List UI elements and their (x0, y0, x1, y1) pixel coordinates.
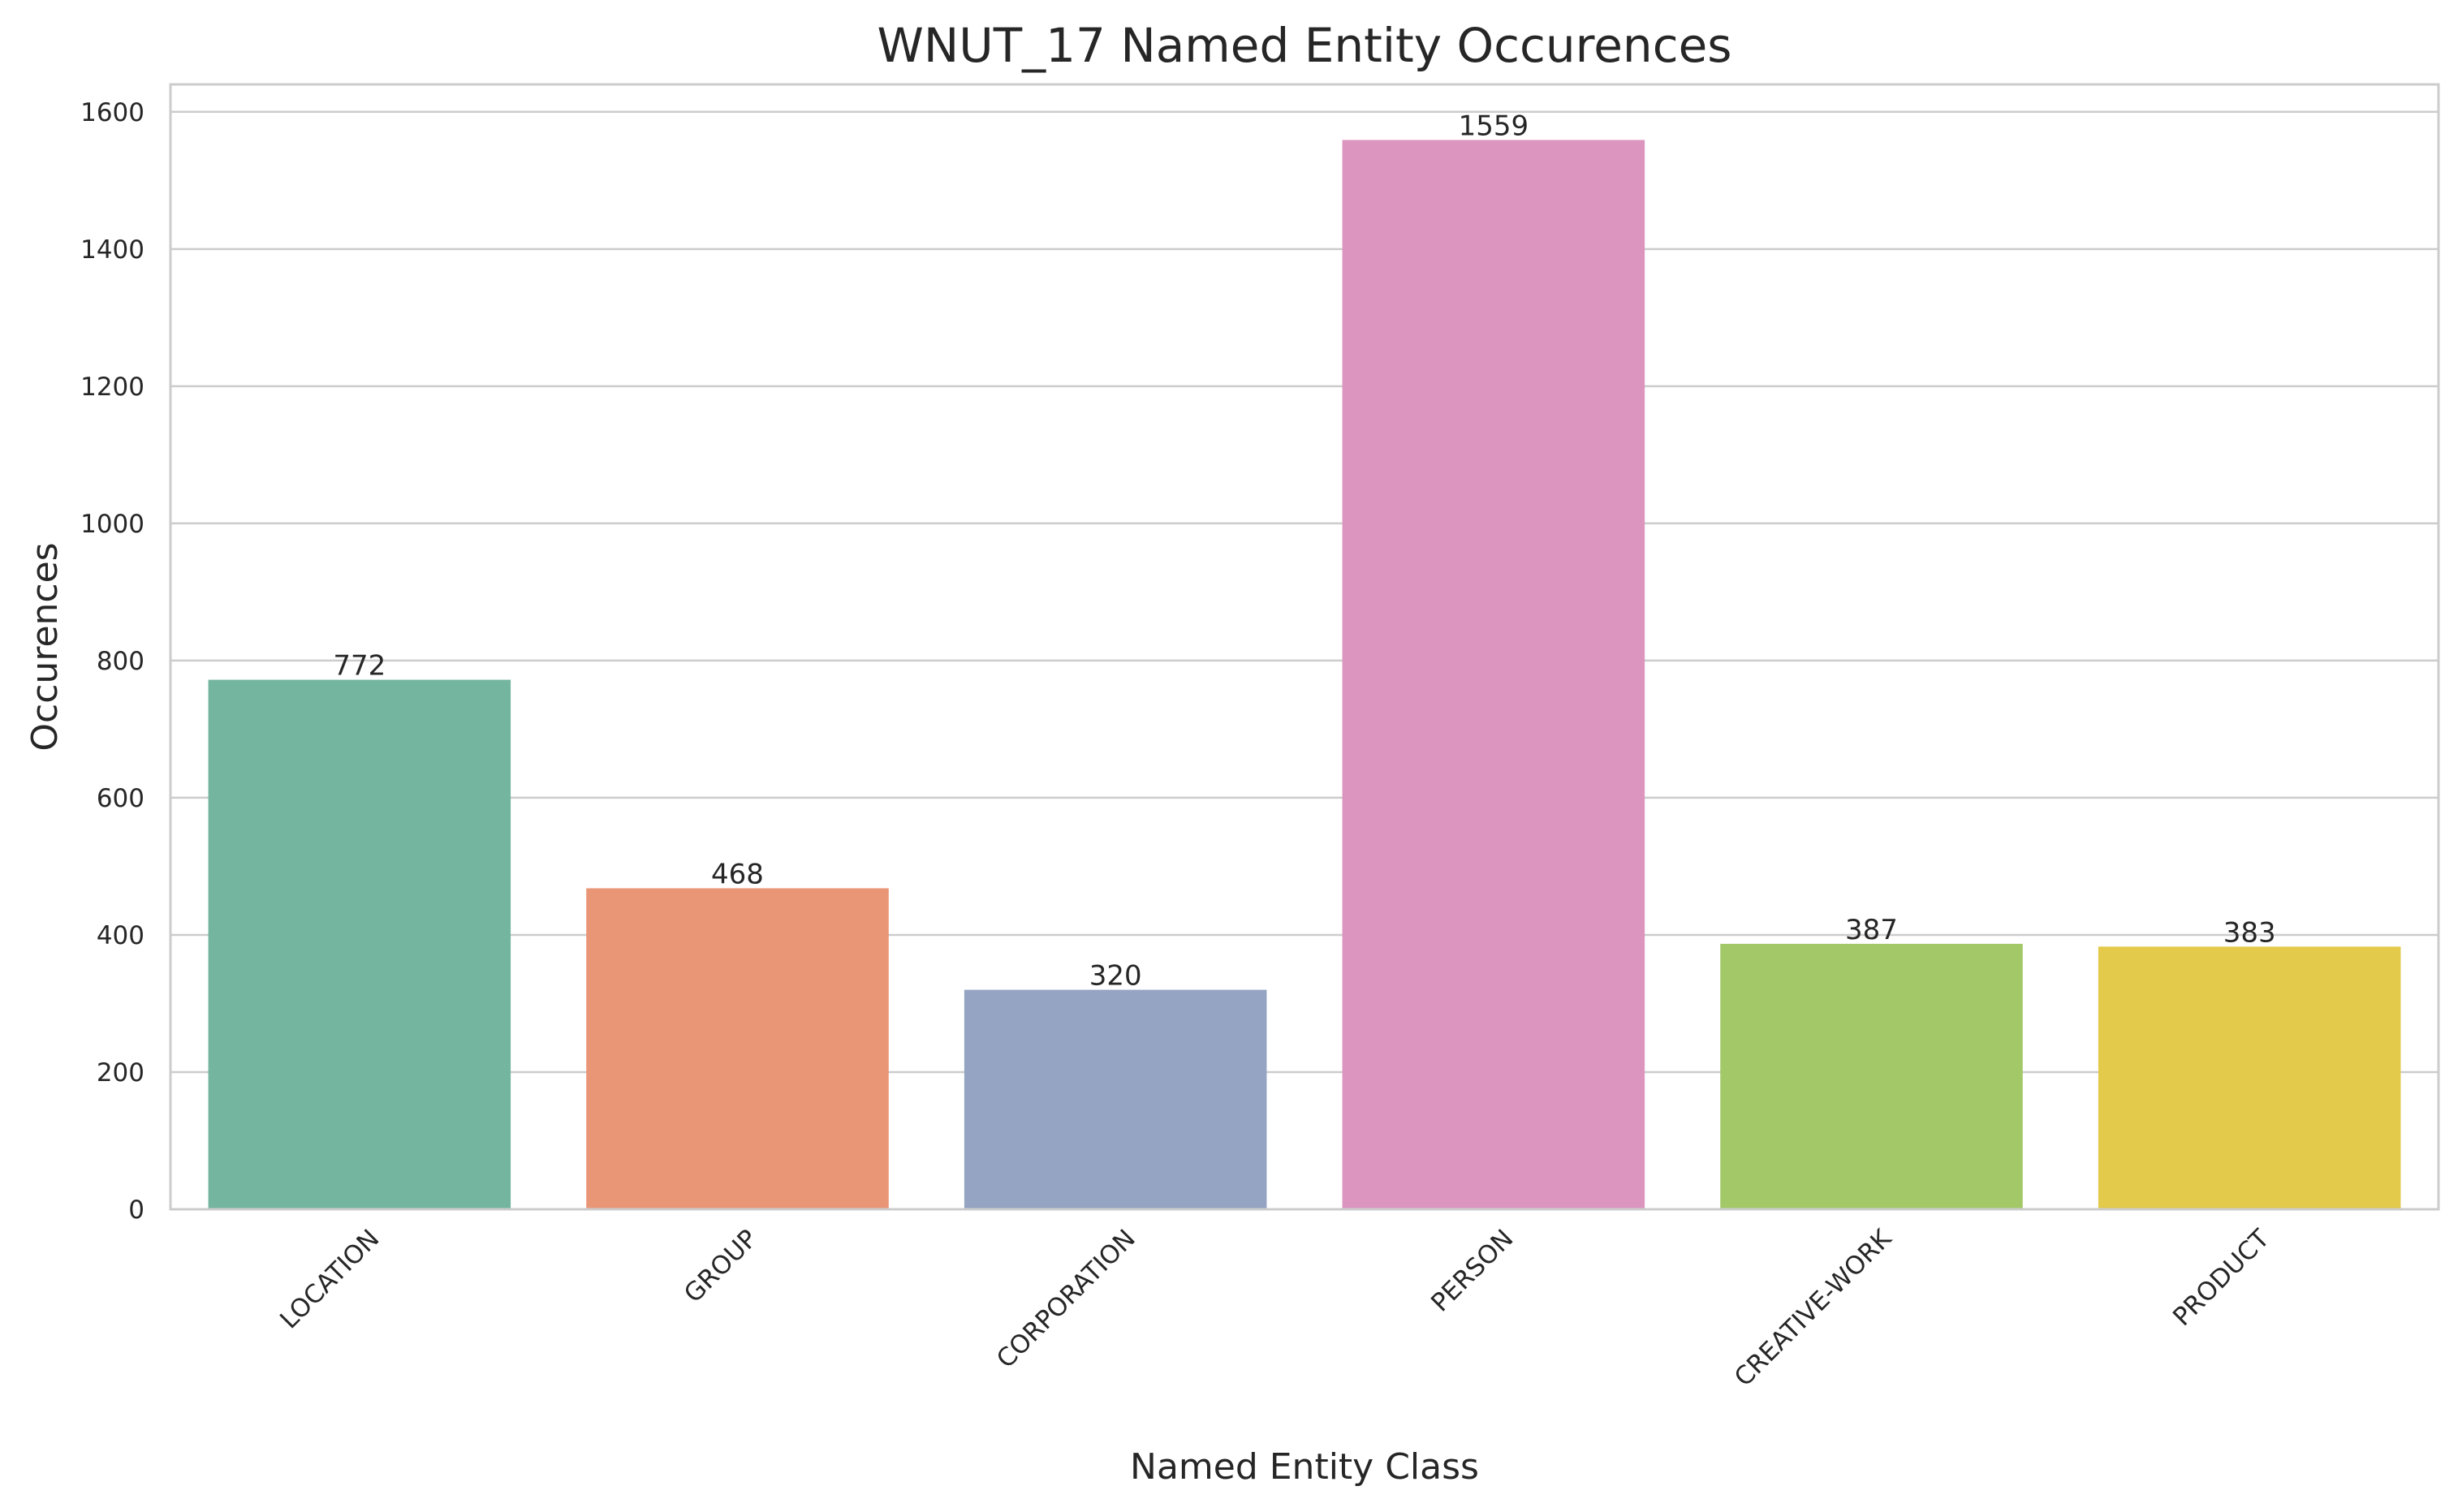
data-labels: 772 468 320 1559 387 383 (333, 110, 2275, 992)
x-axis-label: Named Entity Class (1130, 1446, 1479, 1488)
y-tick-label: 200 (97, 1058, 144, 1088)
data-label: 320 (1089, 960, 1142, 993)
bars (208, 140, 2401, 1210)
y-tick-label: 1600 (80, 98, 144, 127)
bar-person (1342, 140, 1645, 1210)
x-tick-label: PERSON (1425, 1224, 1519, 1317)
x-tick-label: CORPORATION (991, 1224, 1141, 1374)
x-tick-label: PRODUCT (2167, 1223, 2276, 1332)
y-axis-label: Occurences (24, 542, 66, 751)
data-label: 772 (333, 650, 386, 683)
bar-product (2098, 946, 2401, 1209)
x-tick-label: CREATIVE-WORK (1729, 1224, 1898, 1393)
axes-frame (169, 83, 2440, 1211)
chart-title: WNUT_17 Named Entity Occurences (878, 18, 1732, 73)
bar-group (586, 888, 889, 1209)
bar-creative-work (1720, 943, 2023, 1209)
y-tick-label: 0 (128, 1195, 144, 1225)
data-label: 387 (1845, 914, 1898, 946)
data-label: 468 (711, 858, 764, 890)
y-tick-label: 800 (97, 647, 144, 676)
x-axis-ticks: LOCATION GROUP CORPORATION PERSON CREATIVE-W… (274, 1223, 2275, 1392)
data-label: 383 (2223, 916, 2276, 949)
y-tick-label: 400 (97, 921, 144, 950)
y-tick-label: 1000 (80, 510, 144, 539)
x-tick-label: GROUP (679, 1224, 763, 1308)
y-tick-label: 600 (97, 784, 144, 813)
bar-location (208, 679, 511, 1209)
y-axis-ticks: 0 200 400 600 800 1000 1200 1400 1600 (80, 98, 144, 1225)
y-tick-label: 1400 (80, 235, 144, 265)
x-tick-label: LOCATION (274, 1224, 385, 1334)
gridlines (170, 110, 2439, 1211)
data-label: 1559 (1459, 110, 1529, 142)
y-tick-label: 1200 (80, 373, 144, 402)
bar-corporation (964, 989, 1267, 1209)
